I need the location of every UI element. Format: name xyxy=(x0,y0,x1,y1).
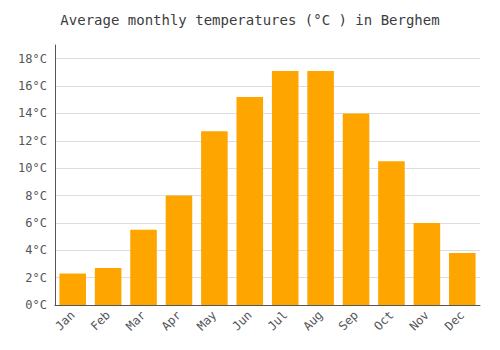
svg-text:8°C: 8°C xyxy=(25,189,47,203)
svg-text:6°C: 6°C xyxy=(25,216,47,230)
svg-text:12°C: 12°C xyxy=(18,134,47,148)
svg-text:0°C: 0°C xyxy=(25,298,47,312)
svg-text:May: May xyxy=(194,308,219,333)
svg-text:4°C: 4°C xyxy=(25,243,47,257)
svg-text:14°C: 14°C xyxy=(18,106,47,120)
svg-text:Oct: Oct xyxy=(371,308,396,333)
svg-text:Feb: Feb xyxy=(88,308,113,333)
svg-text:18°C: 18°C xyxy=(18,52,47,66)
svg-text:Sep: Sep xyxy=(336,308,361,333)
svg-text:Jan: Jan xyxy=(52,308,77,333)
svg-text:Aug: Aug xyxy=(300,308,325,333)
svg-text:Apr: Apr xyxy=(159,308,184,333)
svg-text:16°C: 16°C xyxy=(18,79,47,93)
svg-text:10°C: 10°C xyxy=(18,161,47,175)
svg-text:Dec: Dec xyxy=(442,308,467,333)
svg-text:Jul: Jul xyxy=(265,308,290,333)
svg-text:Jun: Jun xyxy=(230,308,255,333)
svg-text:Nov: Nov xyxy=(407,308,432,333)
svg-text:Mar: Mar xyxy=(123,308,148,333)
svg-text:2°C: 2°C xyxy=(25,271,47,285)
svg-text:Average monthly temperatures (: Average monthly temperatures (°C ) in Be… xyxy=(60,12,439,28)
